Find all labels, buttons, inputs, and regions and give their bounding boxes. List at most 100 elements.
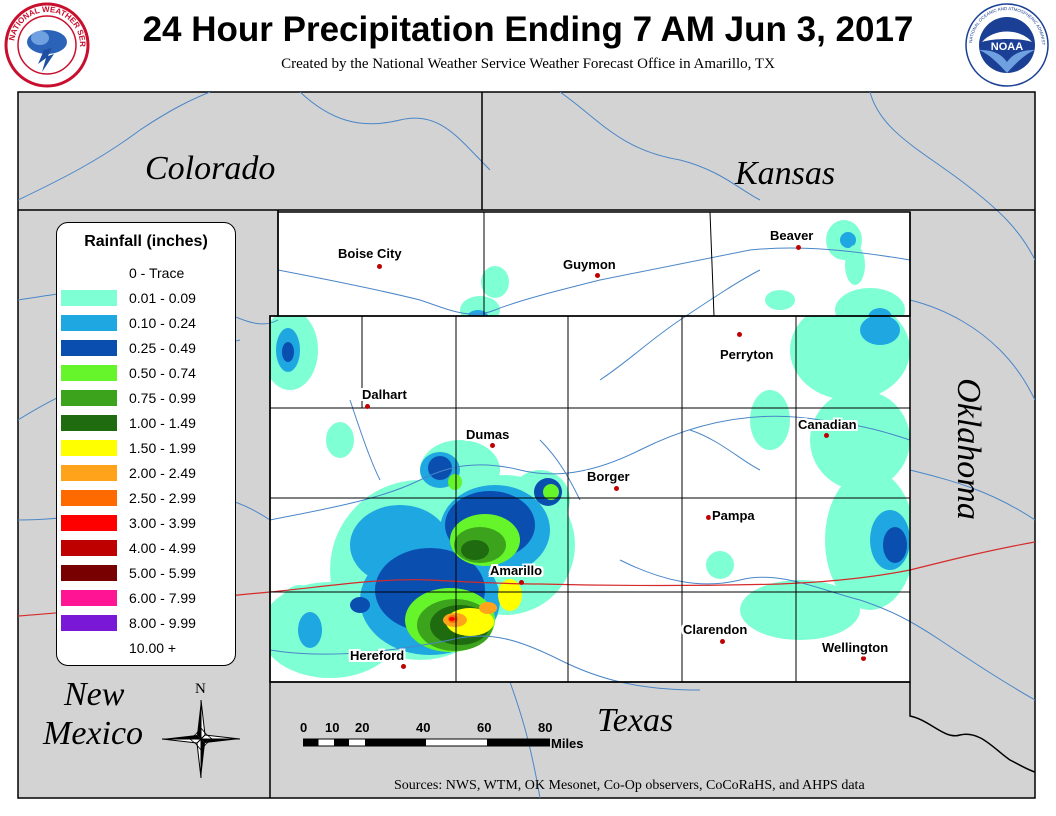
nws-logo: NATIONAL WEATHER SERVICE [4, 2, 90, 88]
legend-swatch [61, 540, 117, 556]
legend-label: 0.01 - 0.09 [129, 290, 196, 306]
legend-swatch [61, 615, 117, 631]
rivers [18, 92, 1035, 798]
legend-item: 8.00 - 9.99 [61, 615, 231, 631]
city-label-clarendon: Clarendon [683, 622, 748, 637]
svg-text:NOAA: NOAA [991, 41, 1023, 53]
legend-swatch [61, 290, 117, 306]
city-label-wellington: Wellington [822, 640, 889, 655]
legend-swatch [61, 340, 117, 356]
legend-label: 2.00 - 2.49 [129, 465, 196, 481]
city-label-canadian: Canadian [798, 417, 857, 432]
legend-item: 2.50 - 2.99 [61, 490, 231, 506]
legend-item: 0.10 - 0.24 [61, 315, 231, 331]
legend-swatch [61, 390, 117, 406]
legend-label: 3.00 - 3.99 [129, 515, 196, 531]
legend-swatch [61, 315, 117, 331]
city-label-guymon: Guymon [563, 257, 616, 272]
city-dot-borger [614, 486, 619, 491]
legend-swatch [61, 490, 117, 506]
city-label-boise-city: Boise City [338, 246, 402, 261]
city-dot-guymon [595, 273, 600, 278]
legend-item: 0 - Trace [61, 265, 231, 281]
legend-item: 1.50 - 1.99 [61, 440, 231, 456]
scale-tick-20: 20 [355, 720, 370, 735]
legend-label: 0 - Trace [129, 265, 185, 281]
legend-label: 10.00 + [129, 640, 177, 656]
legend-item: 0.50 - 0.74 [61, 365, 231, 381]
scale-tick-0: 0 [300, 720, 308, 735]
legend-item: 10.00 + [61, 640, 231, 656]
scale-unit: Miles [551, 736, 584, 751]
city-dot-pampa [706, 515, 711, 520]
legend-label: 1.00 - 1.49 [129, 415, 196, 431]
city-dot-wellington [861, 656, 866, 661]
legend-item: 2.00 - 2.49 [61, 465, 231, 481]
legend-label: 0.75 - 0.99 [129, 390, 196, 406]
legend-swatch [61, 640, 117, 656]
legend-item: 4.00 - 4.99 [61, 540, 231, 556]
legend-item: 1.00 - 1.49 [61, 415, 231, 431]
city-dot-hereford [401, 664, 406, 669]
city-dot-boise-city [377, 264, 382, 269]
city-label-amarillo: Amarillo [490, 563, 543, 578]
map-subtitle: Created by the National Weather Service … [281, 56, 775, 72]
scale-tick-80: 80 [538, 720, 553, 735]
city-label-beaver: Beaver [770, 228, 814, 243]
scale-tick-40: 40 [416, 720, 431, 735]
city-dot-dumas [490, 443, 495, 448]
legend-label: 2.50 - 2.99 [129, 490, 196, 506]
city-dot-amarillo [519, 580, 524, 585]
legend-label: 0.10 - 0.24 [129, 315, 196, 331]
legend-item: 0.01 - 0.09 [61, 290, 231, 306]
city-label-perryton: Perryton [720, 347, 774, 362]
city-label-dalhart: Dalhart [362, 387, 407, 402]
noaa-logo: NOAA NATIONAL OCEANIC AND ATMOSPHERIC AD… [964, 2, 1049, 87]
city-dot-clarendon [720, 639, 725, 644]
highway-i40 [18, 541, 1035, 617]
legend-item: 6.00 - 7.99 [61, 590, 231, 606]
legend: Rainfall (inches) 0 - Trace 0.01 - 0.09 0.… [56, 222, 236, 666]
legend-label: 1.50 - 1.99 [129, 440, 196, 456]
north-arrow-icon [161, 699, 241, 779]
label-new-mexico-line2: Mexico [43, 715, 144, 752]
legend-swatch [61, 465, 117, 481]
precip-shading-texas [270, 316, 910, 678]
label-colorado: Colorado [145, 150, 276, 187]
legend-label: 8.00 - 9.99 [129, 615, 196, 631]
city-label-borger: Borger [587, 469, 630, 484]
legend-label: 0.25 - 0.49 [129, 340, 196, 356]
label-new-mexico-line1: New [64, 676, 125, 713]
legend-item: 0.25 - 0.49 [61, 340, 231, 356]
legend-title: Rainfall (inches) [84, 233, 208, 250]
city-dot-beaver [796, 245, 801, 250]
sources-note: Sources: NWS, WTM, OK Mesonet, Co-Op obs… [394, 778, 865, 793]
city-label-pampa: Pampa [712, 508, 755, 523]
legend-swatch [61, 365, 117, 381]
city-label-dumas: Dumas [466, 427, 510, 442]
legend-item: 3.00 - 3.99 [61, 515, 231, 531]
legend-swatch [61, 590, 117, 606]
state-borders [18, 92, 1036, 798]
scale-tick-60: 60 [477, 720, 492, 735]
city-dot-dalhart [365, 404, 370, 409]
legend-swatch [61, 415, 117, 431]
label-texas: Texas [597, 702, 674, 739]
county-lines [270, 211, 910, 682]
legend-label: 6.00 - 7.99 [129, 590, 196, 606]
map-title: 24 Hour Precipitation Ending 7 AM Jun 3,… [142, 10, 914, 49]
legend-label: 5.00 - 5.99 [129, 565, 196, 581]
legend-swatch [61, 515, 117, 531]
label-kansas: Kansas [735, 155, 836, 192]
oklahoma-panhandle-area [278, 212, 910, 316]
legend-item: 5.00 - 5.99 [61, 565, 231, 581]
north-label: N [195, 681, 206, 697]
city-dot-perryton [737, 332, 742, 337]
city-label-hereford: Hereford [350, 648, 405, 663]
scale-tick-10: 10 [325, 720, 340, 735]
legend-label: 0.50 - 0.74 [129, 365, 196, 381]
label-oklahoma: Oklahoma [950, 378, 987, 520]
legend-swatch [61, 565, 117, 581]
legend-item: 0.75 - 0.99 [61, 390, 231, 406]
